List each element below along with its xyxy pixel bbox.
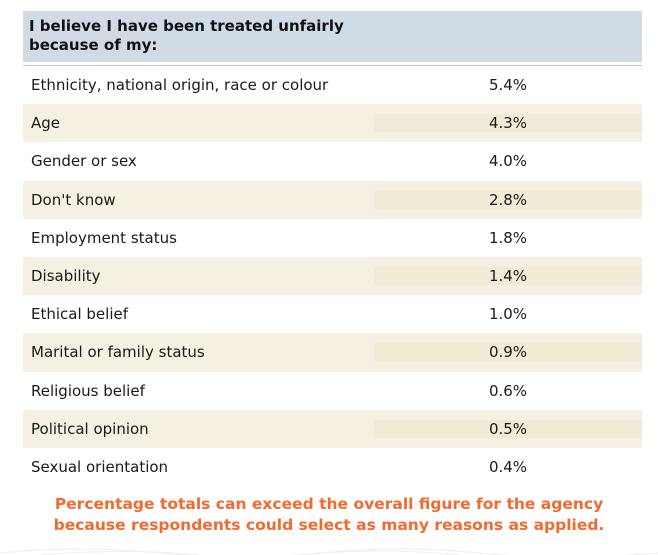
row-label: Ethical belief bbox=[31, 305, 129, 324]
row-value: 5.4% bbox=[488, 76, 528, 95]
footnote-line-2: because respondents could select as many… bbox=[53, 516, 605, 534]
table-row: Age 4.3% bbox=[23, 104, 642, 143]
header-line-1: I believe I have been treated unfairly bbox=[29, 17, 344, 35]
header-divider bbox=[23, 65, 642, 66]
row-label: Sexual orientation bbox=[31, 457, 169, 476]
row-value: 1.8% bbox=[488, 228, 528, 247]
row-label: Don't know bbox=[23, 190, 374, 209]
row-value: 1.0% bbox=[488, 305, 528, 324]
reasons-table: I believe I have been treated unfairly b… bbox=[23, 11, 642, 486]
table-row: Gender or sex 4.0% bbox=[23, 142, 642, 180]
row-label: Gender or sex bbox=[31, 152, 137, 171]
row-value: 4.0% bbox=[488, 152, 528, 171]
table-row: Marital or family status 0.9% bbox=[23, 333, 642, 372]
table-row: Ethnicity, national origin, race or colo… bbox=[23, 66, 642, 104]
table-row: Employment status 1.8% bbox=[23, 219, 642, 257]
row-label: Disability bbox=[23, 267, 374, 286]
table-row: Ethical belief 1.0% bbox=[23, 295, 642, 333]
table-header: I believe I have been treated unfairly b… bbox=[23, 11, 642, 62]
table-row: Sexual orientation 0.4% bbox=[23, 448, 642, 486]
row-value: 2.8% bbox=[374, 190, 642, 209]
table-body: Ethnicity, national origin, race or colo… bbox=[23, 66, 642, 486]
row-label: Ethnicity, national origin, race or colo… bbox=[31, 76, 329, 95]
row-label: Political opinion bbox=[23, 419, 374, 438]
row-value: 4.3% bbox=[374, 114, 642, 133]
row-label: Marital or family status bbox=[23, 343, 374, 362]
footnote-line-1: Percentage totals can exceed the overall… bbox=[54, 495, 604, 513]
table-row: Don't know 2.8% bbox=[23, 180, 642, 219]
table-row: Disability 1.4% bbox=[23, 256, 642, 296]
row-value: 0.4% bbox=[488, 457, 528, 476]
decorative-watermark bbox=[0, 548, 658, 555]
row-label: Religious belief bbox=[31, 381, 145, 400]
row-value: 0.9% bbox=[374, 343, 642, 362]
row-value: 0.6% bbox=[488, 381, 528, 400]
row-label: Employment status bbox=[31, 228, 177, 247]
table-row: Political opinion 0.5% bbox=[23, 409, 642, 448]
row-label: Age bbox=[23, 114, 374, 133]
footnote: Percentage totals can exceed the overall… bbox=[0, 494, 658, 536]
row-value: 0.5% bbox=[374, 419, 642, 438]
table-row: Religious belief 0.6% bbox=[23, 372, 642, 410]
header-line-2: because of my: bbox=[29, 36, 158, 54]
row-value: 1.4% bbox=[374, 267, 642, 286]
